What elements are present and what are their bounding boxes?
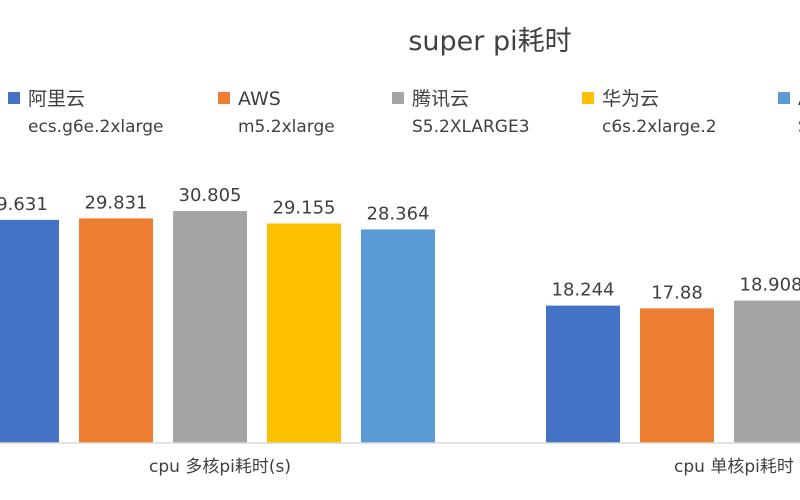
category-label: cpu 单核pi耗时 <box>674 457 794 477</box>
legend-swatch <box>8 92 20 104</box>
data-label: 9.631 <box>0 194 48 215</box>
legend-swatch <box>218 92 230 104</box>
legend-item-sub: ecs.g6e.2xlarge <box>28 117 164 137</box>
bar <box>361 229 435 443</box>
data-label: 30.805 <box>179 185 242 206</box>
category-label: cpu 多核pi耗时(s) <box>149 457 291 477</box>
legend-item-name: 华为云 <box>602 88 659 110</box>
bar <box>734 300 800 443</box>
bar <box>0 219 59 443</box>
legend-item-sub: c6s.2xlarge.2 <box>602 117 717 137</box>
legend-swatch <box>778 92 790 104</box>
bar <box>640 308 714 443</box>
legend-item-name: 腾讯云 <box>412 88 469 110</box>
legend-item-name: AWS <box>238 88 281 110</box>
legend-swatch <box>582 92 594 104</box>
legend-swatch <box>392 92 404 104</box>
legend: 阿里云 ecs.g6e.2xlarge AWS m5.2xlarge 腾讯云 S5.2XL… <box>8 88 800 137</box>
data-label: 29.831 <box>85 192 148 213</box>
bar <box>546 305 620 443</box>
legend-item-sub: S <box>798 117 800 137</box>
bar <box>79 218 153 443</box>
data-label: 28.364 <box>367 203 430 224</box>
bar <box>267 223 341 443</box>
bar <box>173 211 247 443</box>
category-labels: cpu 多核pi耗时(s) cpu 单核pi耗时 <box>149 457 794 477</box>
data-label: 18.244 <box>552 280 615 301</box>
chart-title: super pi耗时 <box>408 26 571 57</box>
legend-item-name: A <box>798 88 800 110</box>
legend-item-sub: S5.2XLARGE3 <box>412 117 530 137</box>
data-label: 18.908 <box>740 275 800 296</box>
legend-item-sub: m5.2xlarge <box>238 117 335 137</box>
data-labels: 9.631 29.831 30.805 29.155 28.364 18.244 17.88… <box>0 185 800 303</box>
data-label: 17.88 <box>651 282 703 303</box>
legend-item-name: 阿里云 <box>28 88 85 110</box>
bars <box>0 211 800 443</box>
data-label: 29.155 <box>273 197 336 218</box>
